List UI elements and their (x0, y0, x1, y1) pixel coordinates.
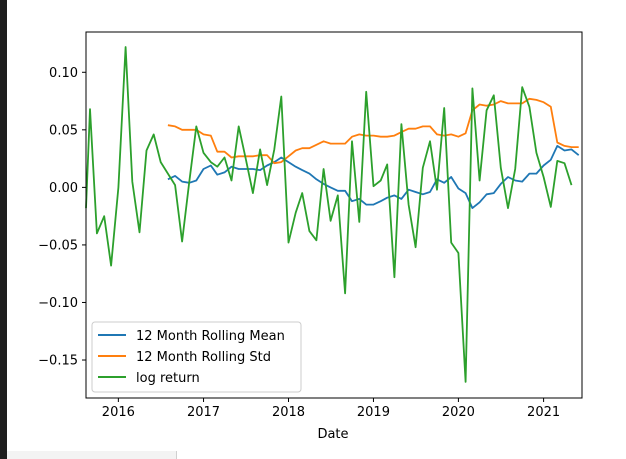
window-edge (0, 0, 7, 459)
y-tick-label: −0.10 (38, 296, 78, 311)
legend-label-rolling-std: 12 Month Rolling Std (136, 350, 271, 365)
legend-label-log-return: log return (136, 371, 200, 386)
series-line-12-month-rolling-mean (167, 144, 580, 210)
y-tick-label: −0.15 (38, 354, 78, 369)
x-axis-title: Date (317, 427, 348, 442)
x-tick-label: 2016 (102, 405, 135, 420)
y-tick-label: 0.00 (49, 181, 78, 196)
legend-label-rolling-mean: 12 Month Rolling Mean (136, 329, 285, 344)
x-tick-label: 2021 (527, 405, 560, 420)
y-tick-label: 0.05 (49, 123, 78, 138)
y-tick-label: 0.10 (49, 66, 78, 81)
x-tick-label: 2019 (357, 405, 390, 420)
series-line-12-month-rolling-std (167, 97, 579, 165)
x-axis: 2016 2017 2018 2019 2020 2021 (102, 398, 560, 420)
plot-frame (85, 31, 583, 399)
y-axis: 0.10 0.05 0.00 −0.05 −0.10 −0.15 (38, 66, 86, 369)
x-tick-label: 2018 (272, 405, 305, 420)
legend: 12 Month Rolling Mean 12 Month Rolling S… (91, 321, 302, 393)
x-tick-label: 2020 (442, 405, 475, 420)
y-tick-label: −0.05 (38, 238, 78, 253)
x-tick-label: 2017 (187, 405, 220, 420)
series-line-log-return (85, 46, 573, 383)
legend-frame (91, 321, 302, 393)
series-layer (85, 46, 580, 383)
status-strip-panel (176, 451, 626, 459)
